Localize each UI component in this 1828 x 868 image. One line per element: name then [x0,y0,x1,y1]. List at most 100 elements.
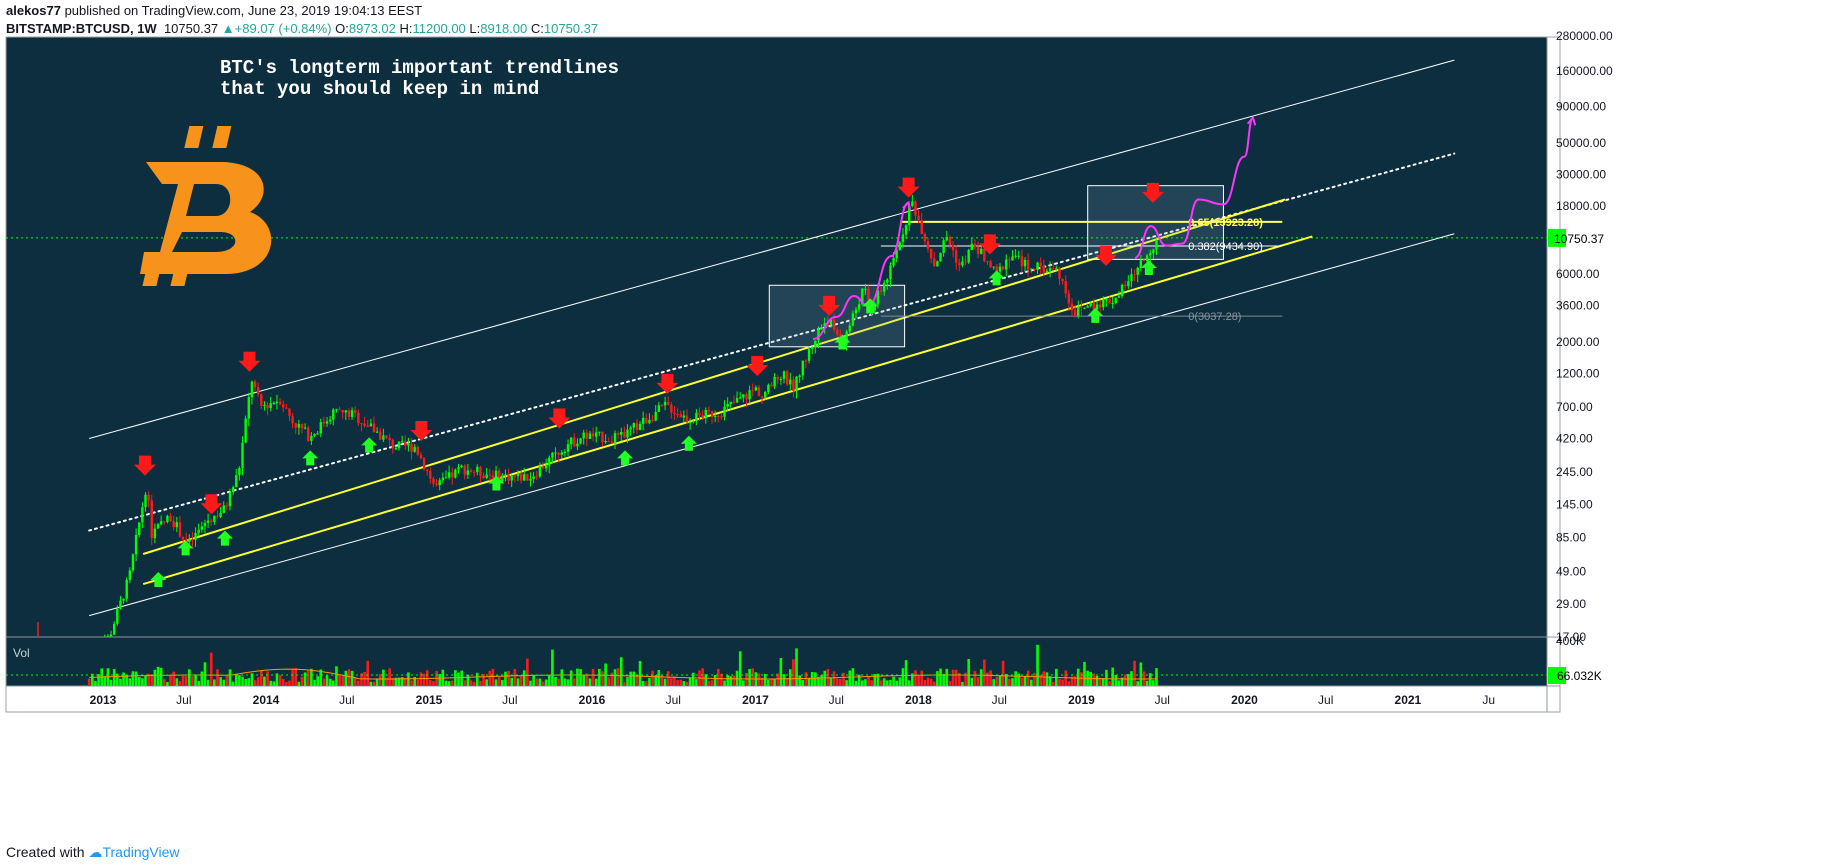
candle-body [601,431,604,443]
volume-bar [422,673,426,686]
volume-bar [1117,680,1121,686]
volume-bar [566,679,570,686]
volume-bar [651,670,654,686]
fib-label-0: 0.65(13923.28) [1188,217,1263,229]
volume-bar [801,679,805,686]
volume-bar [832,671,836,686]
published-text: published on TradingView.com, June 23, 2… [64,3,423,18]
candle-body [322,422,326,424]
volume-bar [998,675,1002,686]
candle-body [1095,304,1099,310]
volume-bar [1120,677,1124,686]
candle-body [491,475,495,480]
candle-body [410,443,413,452]
volume-bar [911,673,914,686]
candle-body [879,290,883,292]
candle-body [156,524,160,529]
x-tick-label: 2014 [253,693,280,707]
volume-bar [948,681,952,686]
author-name[interactable]: alekos77 [6,3,61,18]
green-arrow-up-icon [1140,260,1157,276]
volume-bar [472,681,476,686]
volume-bar [250,673,254,686]
volume-bar [713,675,717,686]
tradingview-logo-icon[interactable]: ☁ [88,844,103,860]
x-tick-label: Jul [339,693,354,707]
volume-bar [629,671,632,686]
candle-body [973,243,977,247]
volume-bar [475,672,479,686]
candle-body [1014,255,1017,257]
candle-body [535,476,538,478]
volume-bar [635,674,639,686]
candle-body [867,288,870,304]
volume-bar [463,680,467,686]
volume-bar [957,672,961,686]
candle-body [820,326,823,330]
candle-body [112,623,116,635]
volume-bar [519,675,523,686]
volume-bar [378,674,382,686]
volume-bar [335,666,338,686]
volume-bar [344,670,348,686]
tradingview-brand[interactable]: TradingView [102,844,180,860]
candle-body [256,387,260,395]
volume-bar [222,679,226,686]
candle-body [144,494,147,508]
candle-body [369,423,373,427]
volume-bar [313,679,316,686]
volume-bar [1148,673,1152,686]
candle-body [285,407,288,409]
red-arrow-down-icon [978,234,1001,255]
candle-body [695,412,698,422]
volume-bar [369,681,373,686]
volume-bar [979,669,983,686]
candle-body [454,469,457,478]
candle-body [147,494,150,501]
candle-body [610,441,614,444]
volume-bar [547,675,551,686]
candle-body [513,475,517,477]
candle-body [864,288,867,290]
volume-bar [732,675,736,686]
volume-bar [723,680,726,686]
candle-body [400,441,404,443]
candle-body [538,466,542,477]
candle-body [291,416,294,424]
candle-body [523,474,526,481]
candle-body [889,265,892,280]
volume-bar [814,672,817,686]
volume-bar [1155,668,1158,686]
volume-bar [626,677,629,686]
candle-body [616,433,620,435]
candle-body [526,474,529,481]
volume-bar [585,673,589,686]
volume-bar [1058,678,1061,686]
volume-bar [156,666,160,686]
candle-body [660,405,664,407]
candle-body [163,521,166,523]
high-label: H: [399,21,413,36]
volume-bar [413,676,416,686]
candle-body [451,472,454,478]
candle-body [626,429,629,438]
volume-bar [294,668,298,686]
annotation-title-line-1: BTC's longterm important trendlines [220,57,619,79]
candle-body [1011,256,1014,261]
candle-body [332,409,335,420]
candle-body [153,528,157,539]
green-arrow-up-icon [1087,307,1104,323]
x-tick-label: Jul [666,693,681,707]
volume-bar [945,668,949,686]
volume-bar [610,672,614,686]
candle-body [673,412,676,414]
candle-body [476,466,479,473]
volume-bar [961,681,964,686]
candle-body [704,409,707,419]
candle-body [419,454,423,459]
candle-body [1142,260,1146,262]
volume-bar [604,663,607,686]
volume-bar [735,670,739,686]
candle-body [645,417,648,424]
